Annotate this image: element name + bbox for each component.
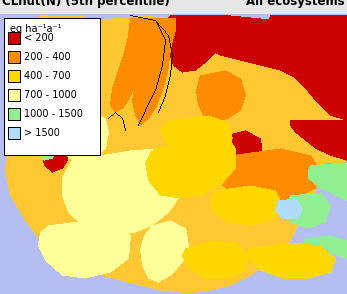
Text: All ecosystems: All ecosystems	[246, 0, 345, 8]
Text: 200 - 400: 200 - 400	[24, 52, 71, 62]
Text: 1000 - 1500: 1000 - 1500	[24, 109, 83, 119]
Text: > 1500: > 1500	[24, 128, 60, 138]
Text: 700 - 1000: 700 - 1000	[24, 90, 77, 100]
Text: 400 - 700: 400 - 700	[24, 71, 71, 81]
Text: CLnut(N) (5th percentile): CLnut(N) (5th percentile)	[2, 0, 170, 8]
Text: eq ha⁻¹a⁻¹: eq ha⁻¹a⁻¹	[10, 24, 61, 34]
Text: < 200: < 200	[24, 33, 54, 43]
